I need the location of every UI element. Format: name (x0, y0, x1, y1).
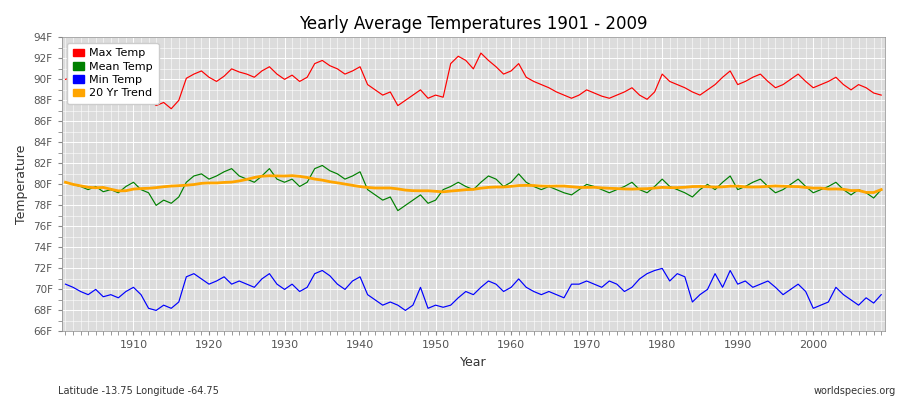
Text: worldspecies.org: worldspecies.org (814, 386, 896, 396)
Text: Latitude -13.75 Longitude -64.75: Latitude -13.75 Longitude -64.75 (58, 386, 220, 396)
X-axis label: Year: Year (460, 356, 487, 369)
Title: Yearly Average Temperatures 1901 - 2009: Yearly Average Temperatures 1901 - 2009 (299, 15, 648, 33)
Y-axis label: Temperature: Temperature (15, 145, 28, 224)
Legend: Max Temp, Mean Temp, Min Temp, 20 Yr Trend: Max Temp, Mean Temp, Min Temp, 20 Yr Tre… (68, 43, 158, 104)
